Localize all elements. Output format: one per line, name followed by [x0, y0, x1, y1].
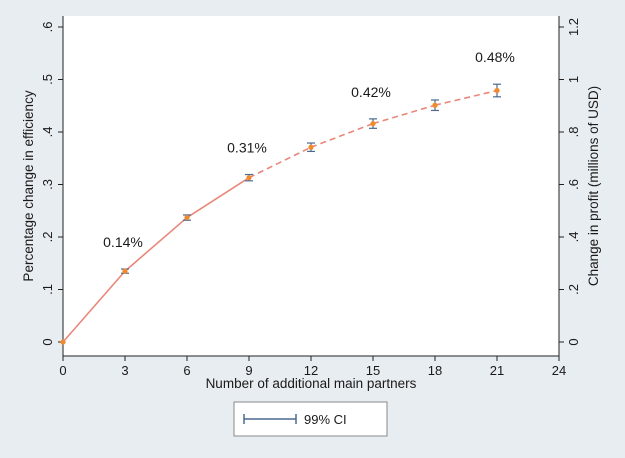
data-label: 0.31% — [227, 140, 267, 156]
line-segment — [124, 216, 188, 272]
y2-tick-label: 0 — [566, 338, 581, 345]
data-label: 0.14% — [103, 234, 143, 250]
data-point — [494, 87, 500, 94]
data-label: 0.48% — [475, 49, 515, 65]
y-tick-label: .2 — [40, 232, 55, 243]
x-tick-label: 18 — [428, 363, 442, 378]
x-axis-title: Number of additional main partners — [206, 376, 417, 391]
y-tick-label: .3 — [40, 179, 55, 190]
y-tick-label: .5 — [40, 74, 55, 85]
y2-tick-label: 1 — [566, 76, 581, 83]
data-point — [308, 144, 314, 150]
legend: 99% CI — [233, 401, 388, 437]
data-point — [122, 268, 128, 274]
y2-tick-label: .2 — [566, 284, 581, 295]
legend-ci-label: 99% CI — [304, 412, 347, 427]
y2-axis-title: Change in profit (millions of USD) — [586, 86, 601, 286]
data-point — [370, 121, 376, 127]
line-segment-dashed — [372, 104, 436, 125]
line-segment-dashed — [310, 122, 374, 148]
x-tick-label: 12 — [304, 363, 318, 378]
y-tick-label: .4 — [40, 127, 55, 138]
x-tick-label: 6 — [183, 363, 190, 378]
series — [60, 83, 501, 345]
data-point — [60, 339, 66, 345]
data-point — [432, 102, 438, 108]
data-label: 0.42% — [351, 84, 391, 100]
line-segment — [62, 270, 126, 343]
data-point — [246, 175, 252, 181]
line-segment-dashed — [434, 89, 498, 107]
ticks: 0 3 6 9 12 15 18 21 24 0 .1 .2 .3 .4 .5 .6 0 .2 .4 .6 .8 1 1.2 — [40, 18, 581, 378]
x-tick-label: 9 — [245, 363, 252, 378]
x-tick-label: 21 — [490, 363, 504, 378]
x-tick-label: 24 — [552, 363, 566, 378]
x-tick-label: 3 — [121, 363, 128, 378]
y2-tick-label: .8 — [566, 127, 581, 138]
y2-tick-label: .4 — [566, 232, 581, 243]
y2-tick-label: 1.2 — [566, 18, 581, 36]
x-tick-label: 0 — [59, 363, 66, 378]
x-tick-label: 15 — [366, 363, 380, 378]
y-tick-label: .1 — [40, 284, 55, 295]
y2-tick-label: .6 — [566, 179, 581, 190]
y-tick-label: .6 — [40, 22, 55, 33]
line-segment-dashed — [248, 146, 312, 179]
data-point — [184, 214, 190, 221]
plot-area — [63, 16, 559, 356]
data-labels: 0.14% 0.31% 0.42% 0.48% — [103, 49, 515, 250]
y-axis-title: Percentage change in efficiency — [21, 90, 36, 281]
y-tick-label: 0 — [40, 338, 55, 345]
line-segment — [186, 177, 250, 219]
